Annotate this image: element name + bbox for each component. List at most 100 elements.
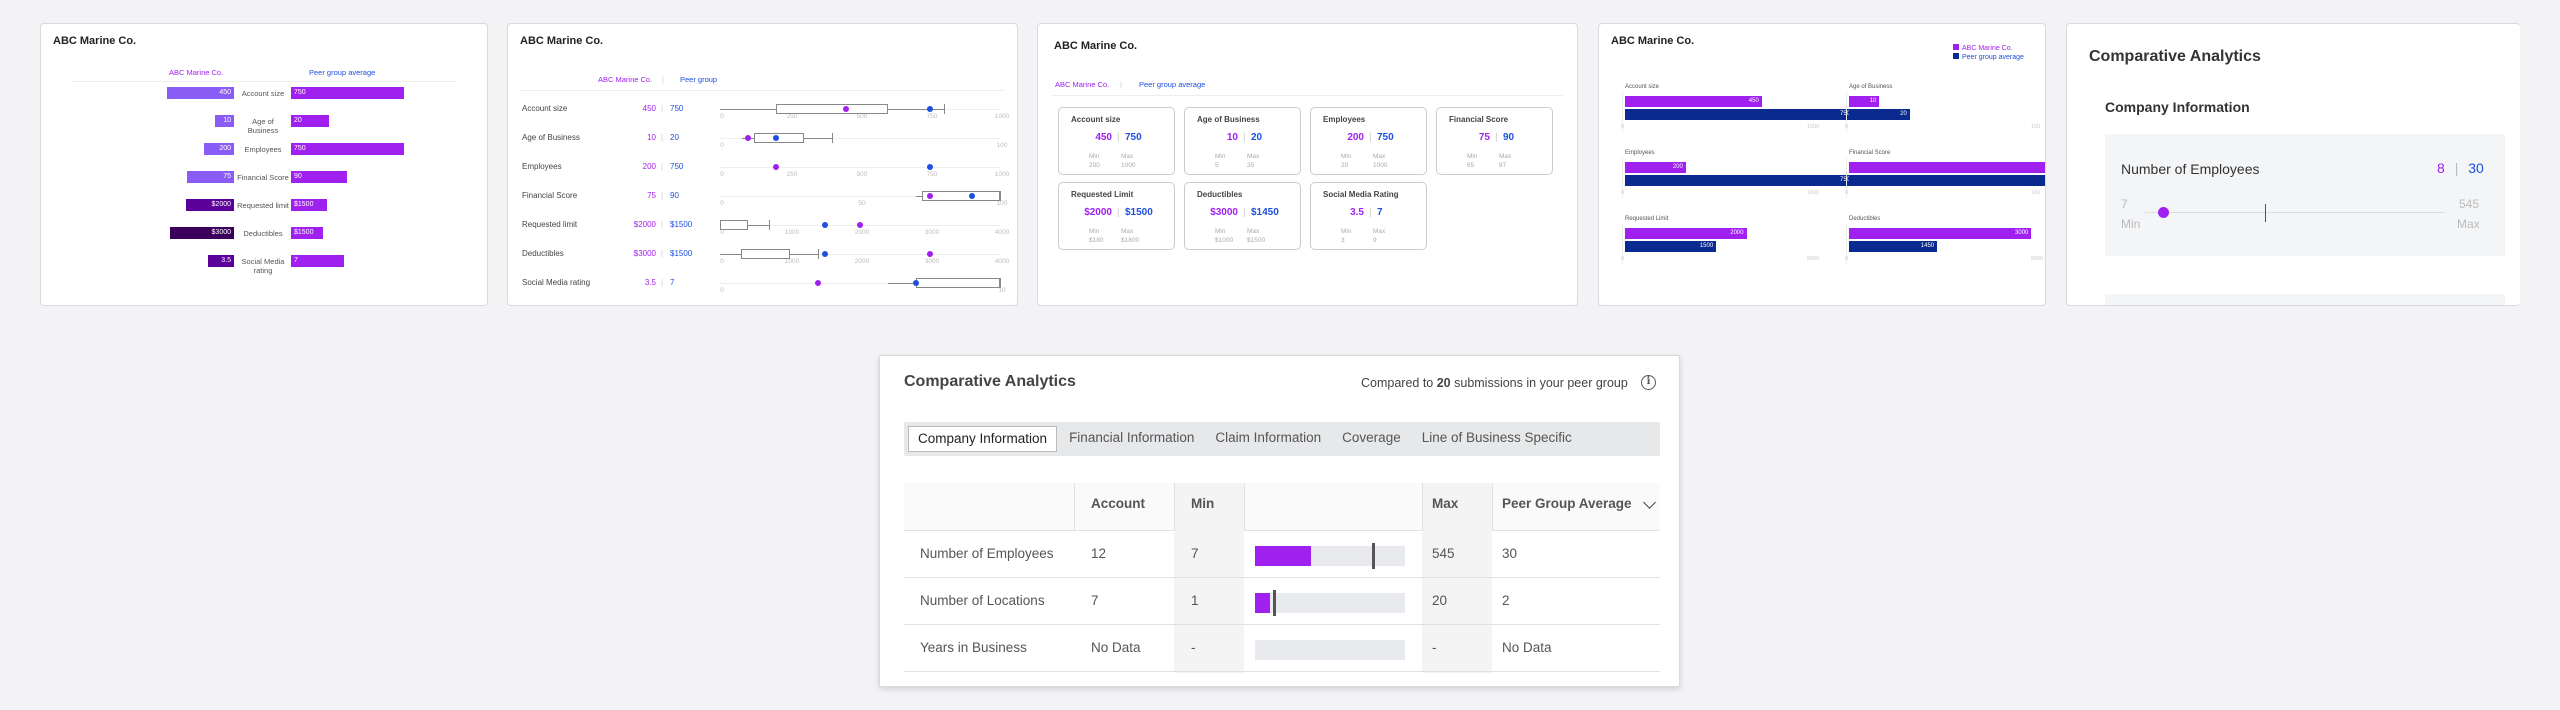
tile-max: 1000 (1121, 162, 1136, 169)
legend-sep: | (662, 75, 664, 84)
tile-account: 75 (1478, 132, 1490, 143)
tile-label: Account size (1071, 115, 1121, 124)
tile-min-label: Min (1341, 228, 1352, 235)
tab-line-of-business-specific[interactable]: Line of Business Specific (1421, 430, 1572, 445)
tile-min: $180 (1089, 237, 1104, 244)
company-point (843, 106, 849, 112)
tile-min-label: Min (1089, 153, 1100, 160)
tile-min: 65 (1467, 162, 1475, 169)
peer-point (927, 106, 933, 112)
peer-value: $1500 (670, 220, 693, 229)
peer-bar: 1500 (1625, 241, 1717, 252)
tile-account: $2000 (1084, 207, 1112, 218)
metric-tile: Age of Business 10 | 20 Min 5 Max 35 (1184, 107, 1301, 175)
tile-sep: | (1243, 207, 1246, 218)
metric-label: Number of Employees (2121, 161, 2260, 177)
value-sep: | (661, 249, 664, 258)
tile-max: 97 (1499, 162, 1507, 169)
tile-max: $1500 (1247, 237, 1266, 244)
slider-thumb[interactable] (2158, 207, 2169, 218)
row-peer: 2 (1502, 593, 1510, 608)
peer-bar: 20 (291, 115, 329, 127)
page-title: Comparative Analytics (904, 373, 1076, 390)
tile-min: 3 (1341, 237, 1345, 244)
tile-min-label: Min (1467, 153, 1478, 160)
panel-axis (1622, 158, 1623, 198)
tick-label: 0 (1845, 124, 1849, 130)
tile-min: 200 (1089, 162, 1100, 169)
row-max: 20 (1432, 593, 1448, 608)
tile-max: 35 (1247, 162, 1255, 169)
tile-peer: 7 (1377, 207, 1383, 218)
tile-min-label: Min (1215, 153, 1226, 160)
header-peer-average[interactable]: Peer Group Average (1502, 496, 1632, 511)
tick-label: 0 (1621, 256, 1625, 262)
comparative-analytics-card: Comparative Analytics Compared to 20 sub… (879, 355, 1680, 687)
next-panel-edge (2105, 294, 2505, 305)
company-bar: 10 (215, 115, 234, 127)
account-value: 10 (647, 133, 656, 142)
company-point (773, 164, 779, 170)
tile-min: $1000 (1215, 237, 1234, 244)
tile-min: 5 (1215, 162, 1219, 169)
legend-company: ABC Marine Co. (598, 75, 653, 84)
tick-label: 1000 (784, 258, 800, 265)
header-min: Min (1191, 496, 1215, 511)
section-title: Company Information (2105, 99, 2250, 115)
row-label: Employees (522, 162, 562, 171)
peer-point (822, 251, 828, 257)
tab-coverage[interactable]: Coverage (1342, 430, 1401, 445)
tab-company-information[interactable]: Company Information (908, 426, 1058, 452)
col-divider (1244, 483, 1245, 531)
tick-label: 0 (720, 142, 724, 149)
metric-tile: Financial Score 75 | 90 Min 65 Max 97 (1436, 107, 1553, 175)
tick-label: 5000 (2031, 256, 2044, 262)
row-max: 545 (1432, 546, 1455, 561)
metric-tile: Social Media Rating 3.5 | 7 Min 3 Max 9 (1310, 182, 1427, 250)
row-label: Age of Business (247, 117, 279, 135)
tab-claim-information[interactable]: Claim Information (1215, 430, 1322, 445)
slider-track[interactable] (2145, 212, 2445, 213)
tick-label: 750 (926, 113, 938, 120)
company-point (857, 222, 863, 228)
tick-label: 500 (856, 113, 868, 120)
tile-label: Deductibles (1197, 190, 1243, 199)
value-sep: | (661, 191, 664, 200)
tile-max-label: Max (1373, 153, 1386, 160)
iqr-box (921, 191, 1000, 201)
tile-label: Requested Limit (1071, 190, 1134, 199)
range-track (1255, 640, 1405, 660)
tick-label: 10 (998, 287, 1006, 294)
panel-label: Employees (1625, 150, 1655, 156)
card-title: Comparative Analytics (2089, 48, 2261, 65)
iqr-box (741, 249, 790, 259)
company-point (815, 280, 821, 286)
tile-account: 3.5 (1350, 207, 1364, 218)
company-point (745, 135, 751, 141)
tile-max-label: Max (1373, 228, 1386, 235)
row-label: Social Media rating (241, 257, 285, 275)
col-divider (1174, 483, 1175, 531)
tab-financial-information[interactable]: Financial Information (1069, 430, 1195, 445)
tick-label: 0 (720, 171, 724, 178)
row-divider (904, 624, 1660, 625)
legend-company: ABC Marine Co. (1055, 80, 1110, 89)
panel-axis (1622, 92, 1623, 132)
info-icon[interactable]: i (1641, 375, 1656, 390)
panel-label: Account size (1625, 84, 1660, 90)
tile-account: 450 (1095, 132, 1112, 143)
company-bar: 75 (1849, 162, 2045, 173)
row-label: Deductibles (243, 229, 283, 238)
tick-label: 100 (996, 200, 1008, 207)
account-value: 75 (647, 191, 656, 200)
account-value: 450 (642, 104, 656, 113)
row-label: Age of Business (522, 133, 580, 142)
peer-value: 750 (670, 104, 684, 113)
panel-label: Requested Limit (1625, 216, 1669, 222)
header-account: Account (1091, 496, 1145, 511)
range-fill (1255, 593, 1270, 613)
tick-label: 1000 (784, 229, 800, 236)
tile-sep: | (1117, 132, 1120, 143)
divider (520, 90, 1005, 91)
tile-label: Financial Score (1449, 115, 1509, 124)
